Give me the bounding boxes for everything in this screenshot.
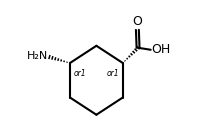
Text: OH: OH [151, 43, 171, 56]
Text: H₂N: H₂N [27, 51, 48, 61]
Text: O: O [132, 15, 142, 28]
Text: or1: or1 [107, 69, 119, 78]
Text: or1: or1 [73, 69, 86, 78]
